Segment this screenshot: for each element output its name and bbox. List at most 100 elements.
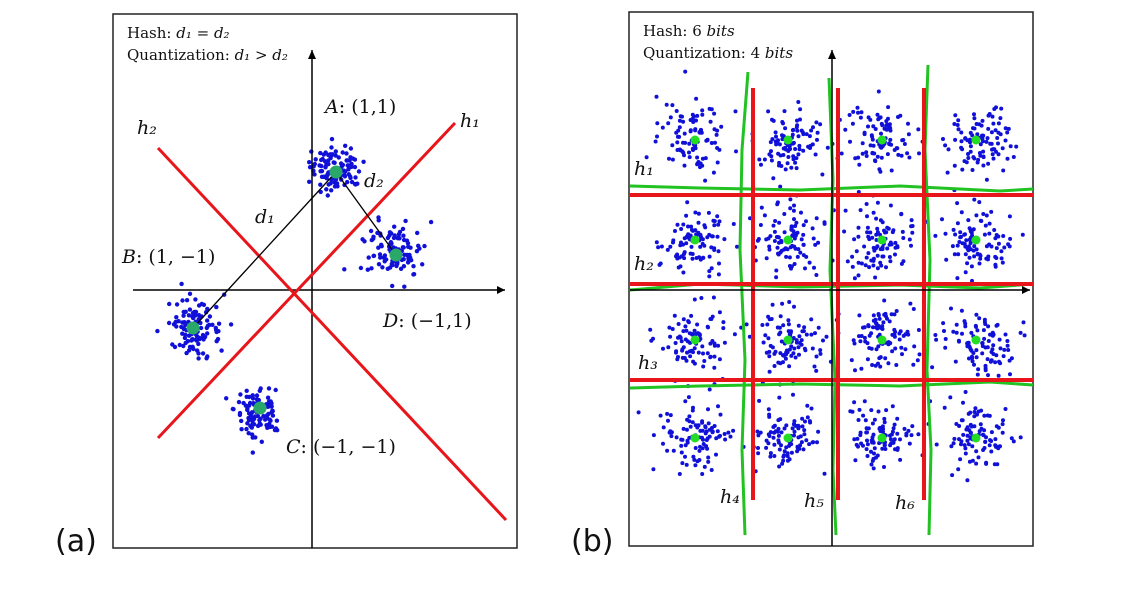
scatter-dot xyxy=(318,150,323,156)
scatter-dot xyxy=(343,143,348,148)
scatter-dot xyxy=(764,445,769,450)
scatter-dot xyxy=(673,341,678,345)
scatter-dot xyxy=(810,142,815,147)
scatter-dot xyxy=(856,260,861,265)
scatter-dot xyxy=(977,200,982,205)
scatter-dot xyxy=(981,149,986,154)
cluster-center-dot xyxy=(783,335,793,345)
scatter-dot xyxy=(982,428,987,433)
scatter-dot xyxy=(248,423,253,429)
scatter-dot xyxy=(702,243,707,248)
scatter-dot xyxy=(873,275,878,280)
scatter-dot xyxy=(991,121,996,126)
scatter-dot xyxy=(687,155,692,160)
scatter-dot xyxy=(717,357,722,362)
cluster-center-dot xyxy=(877,135,887,145)
scatter-dot xyxy=(682,163,687,168)
scatter-dot xyxy=(874,325,879,330)
scatter-dot xyxy=(691,350,695,355)
scatter-dot xyxy=(982,336,987,341)
scatter-dot xyxy=(1005,130,1010,135)
scatter-dot xyxy=(992,107,997,111)
scatter-dot xyxy=(777,160,782,165)
scatter-dot xyxy=(319,163,324,169)
hash-bits-unit: bits xyxy=(706,22,735,40)
scatter-dot xyxy=(1006,126,1011,131)
scatter-dot xyxy=(214,304,219,310)
scatter-dot xyxy=(871,256,876,261)
scatter-dot xyxy=(687,141,692,146)
scatter-dot xyxy=(893,447,897,452)
scatter-dot xyxy=(210,322,215,327)
scatter-dot xyxy=(790,132,795,137)
scatter-dot xyxy=(952,122,957,126)
scatter-dot xyxy=(356,169,362,174)
scatter-dot xyxy=(186,313,192,318)
hyperplane-h1-label: h₁ xyxy=(460,110,480,132)
scatter-dot xyxy=(668,115,673,120)
point-d-name: D xyxy=(383,310,399,332)
scatter-dot xyxy=(201,337,206,342)
scatter-dot xyxy=(696,350,701,355)
scatter-dot xyxy=(976,367,981,372)
scatter-dot xyxy=(689,313,694,318)
scatter-dot xyxy=(796,152,801,157)
scatter-dot xyxy=(767,354,772,359)
scatter-dot xyxy=(785,161,790,166)
scatter-dot xyxy=(816,429,821,434)
scatter-dot xyxy=(856,155,861,160)
scatter-dot xyxy=(865,442,870,447)
scatter-dot xyxy=(245,407,250,413)
scatter-dot xyxy=(994,233,999,237)
scatter-dot xyxy=(787,457,792,462)
scatter-dot xyxy=(205,354,210,359)
scatter-dot xyxy=(788,197,793,202)
scatter-dot xyxy=(782,230,787,235)
scatter-dot xyxy=(265,395,271,400)
scatter-dot xyxy=(764,256,769,261)
scatter-dot xyxy=(307,160,312,165)
scatter-dot xyxy=(985,413,990,418)
scatter-dot xyxy=(696,220,701,225)
scatter-dot xyxy=(692,457,697,462)
scatter-dot xyxy=(779,240,784,245)
scatter-dot xyxy=(968,430,973,435)
scatter-dot xyxy=(687,150,691,155)
scatter-dot xyxy=(1001,354,1006,359)
scatter-dot xyxy=(693,423,698,428)
scatter-dot xyxy=(343,169,348,174)
scatter-dot xyxy=(889,312,894,317)
scatter-dot xyxy=(892,312,897,317)
scatter-dot xyxy=(1002,347,1007,352)
scatter-dot xyxy=(688,129,693,134)
scatter-dot xyxy=(869,408,874,413)
scatter-dot xyxy=(318,182,323,187)
scatter-dot xyxy=(897,331,902,336)
scatter-dot xyxy=(776,151,781,156)
scatter-dot xyxy=(789,344,794,349)
scatter-dot xyxy=(842,229,847,234)
scatter-dot xyxy=(822,220,827,225)
scatter-dot xyxy=(810,440,815,445)
scatter-dot xyxy=(686,319,691,324)
scatter-dot xyxy=(849,358,854,363)
scatter-dot xyxy=(856,110,860,115)
scatter-dot xyxy=(881,429,885,434)
scatter-dot xyxy=(858,433,863,438)
scatter-dot xyxy=(969,424,974,429)
scatter-dot xyxy=(870,421,875,426)
scatter-dot xyxy=(944,257,949,262)
green-horizontal-3 xyxy=(629,380,1034,390)
scatter-dot xyxy=(986,254,991,259)
scatter-dot xyxy=(856,418,861,422)
green-vertical-1 xyxy=(738,71,750,536)
scatter-dot xyxy=(804,219,808,224)
scatter-dot xyxy=(867,265,872,270)
scatter-dot xyxy=(796,435,801,440)
scatter-dot xyxy=(717,147,722,152)
scatter-dot xyxy=(896,115,900,119)
scatter-dot xyxy=(799,210,803,215)
scatter-dot xyxy=(266,386,272,391)
scatter-dot xyxy=(712,248,717,252)
scatter-dot xyxy=(900,138,905,143)
